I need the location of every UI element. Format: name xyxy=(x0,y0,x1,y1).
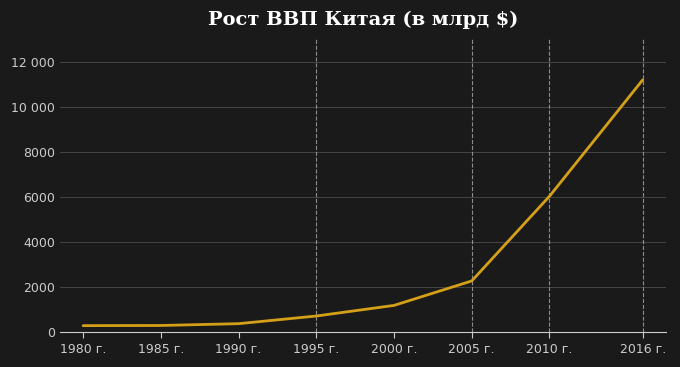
Title: Рост ВВП Китая (в млрд $): Рост ВВП Китая (в млрд $) xyxy=(208,11,518,29)
